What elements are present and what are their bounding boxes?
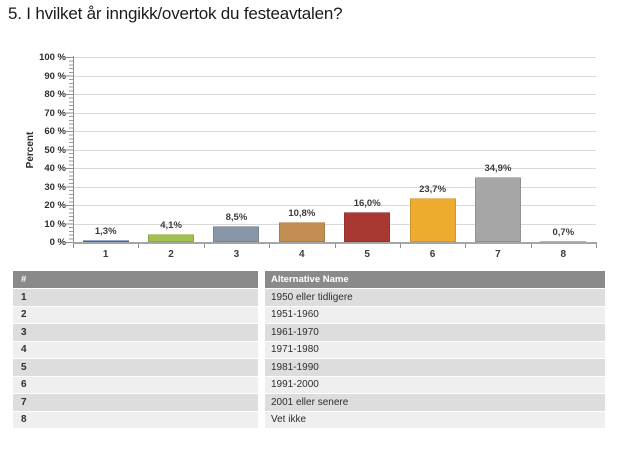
bar-8 [540, 241, 587, 242]
bar-value-label: 0,7% [552, 227, 575, 238]
x-tick [399, 244, 401, 248]
bar-value-label: 23,7% [419, 184, 447, 195]
x-axis-line [73, 242, 597, 244]
x-category-label: 3 [233, 249, 240, 260]
row-number: 3 [13, 324, 258, 341]
gridline [73, 168, 596, 169]
y-tick-label: 0 % [49, 237, 66, 248]
row-alternative-name: 1950 eller tidligere [265, 289, 605, 306]
y-tick-label: 50 % [44, 144, 66, 156]
x-category-label: 1 [102, 249, 109, 260]
question-title: 5. I hvilket år inngikk/overtok du feste… [8, 4, 343, 23]
row-number: 6 [13, 376, 258, 393]
y-axis-major-ticks [66, 57, 73, 243]
table-row: 8 Vet ikke [13, 411, 605, 428]
alternatives-table: # Alternative Name 1 1950 eller tidligere… [13, 271, 605, 429]
table-row: 6 1991-2000 [13, 376, 605, 393]
row-number: 7 [13, 394, 258, 411]
gridline [73, 75, 596, 77]
gridline [73, 186, 596, 188]
bar-value-label: 16,0% [353, 198, 381, 209]
gridline [73, 112, 596, 114]
bar-7 [474, 177, 521, 242]
row-alternative-name: 1951-1960 [265, 306, 605, 323]
gridline [73, 57, 596, 58]
gridline [73, 223, 596, 225]
col-header-alternative-name: Alternative Name [265, 271, 605, 288]
y-axis-title: Percent [25, 131, 36, 169]
row-alternative-name: 1991-2000 [265, 376, 605, 393]
row-number: 4 [13, 341, 258, 358]
table-header-row: # Alternative Name [13, 271, 605, 288]
plot-area: 1,3% 1 4,1% 2 8,5% 3 10,8% 4 16,0% 5 23,7% 6 34,9% 7 0… [73, 57, 596, 260]
row-alternative-name: 2001 eller senere [265, 394, 605, 411]
y-tick-label: 40 % [44, 163, 66, 174]
bar-1 [82, 240, 129, 242]
x-tick [530, 244, 532, 248]
x-tick [269, 244, 271, 248]
row-alternative-name: 1971-1980 [265, 341, 605, 358]
bar-value-label: 4,1% [160, 220, 182, 231]
x-tick [203, 244, 205, 248]
bar-6 [409, 198, 456, 242]
y-tick-label: 70 % [44, 107, 66, 119]
row-number: 2 [13, 306, 258, 323]
x-tick [596, 244, 597, 248]
gridline [73, 94, 596, 95]
y-tick-label: 30 % [44, 181, 66, 193]
x-category-label: 7 [495, 249, 501, 260]
bar-value-label: 8,5% [225, 212, 248, 223]
row-alternative-name: Vet ikke [265, 411, 605, 428]
x-category-label: 5 [364, 249, 370, 260]
y-tick-label: 80 % [44, 89, 66, 100]
bar-chart: 1,3% 1 4,1% 2 8,5% 3 10,8% 4 16,0% 5 23,7% 6 34,9% 7 0… [25, 52, 597, 260]
x-category-label: 4 [299, 249, 305, 260]
y-axis-line [73, 56, 74, 244]
table-row: 5 1981-1990 [13, 359, 605, 376]
bar-5 [344, 212, 391, 242]
table-row: 1 1950 eller tidligere [13, 289, 605, 306]
bar-value-label: 10,8% [288, 208, 316, 219]
x-category-label: 2 [168, 249, 174, 260]
y-tick-label: 10 % [44, 218, 66, 230]
row-number: 8 [13, 411, 258, 428]
y-tick-label: 90 % [44, 70, 66, 82]
x-tick [73, 244, 74, 248]
bar-value-label: 1,3% [94, 226, 117, 237]
gridline [73, 205, 596, 206]
table-row: 4 1971-1980 [13, 341, 605, 358]
bar-2 [148, 234, 195, 242]
x-tick [334, 244, 336, 248]
gridline [73, 131, 596, 132]
row-alternative-name: 1961-1970 [265, 324, 605, 341]
table-row: 2 1951-1960 [13, 306, 605, 323]
row-number: 5 [13, 359, 258, 376]
table-row: 7 2001 eller senere [13, 394, 605, 411]
row-number: 1 [13, 289, 258, 306]
table-body: 1 1950 eller tidligere 2 1951-1960 3 1961-197… [13, 289, 605, 428]
gridline [73, 149, 596, 151]
table-row: 3 1961-1970 [13, 324, 605, 341]
col-header-number: # [13, 271, 258, 288]
y-tick-label: 60 % [44, 126, 66, 137]
x-tick [465, 244, 467, 248]
x-tick [138, 244, 140, 248]
y-tick-label: 20 % [44, 200, 66, 211]
y-tick-label: 100 % [39, 52, 66, 63]
row-alternative-name: 1981-1990 [265, 359, 605, 376]
bar-4 [278, 222, 325, 242]
x-category-label: 6 [429, 249, 436, 260]
x-category-label: 8 [560, 249, 567, 260]
bar-3 [213, 226, 260, 242]
bar-value-label: 34,9% [484, 163, 512, 174]
